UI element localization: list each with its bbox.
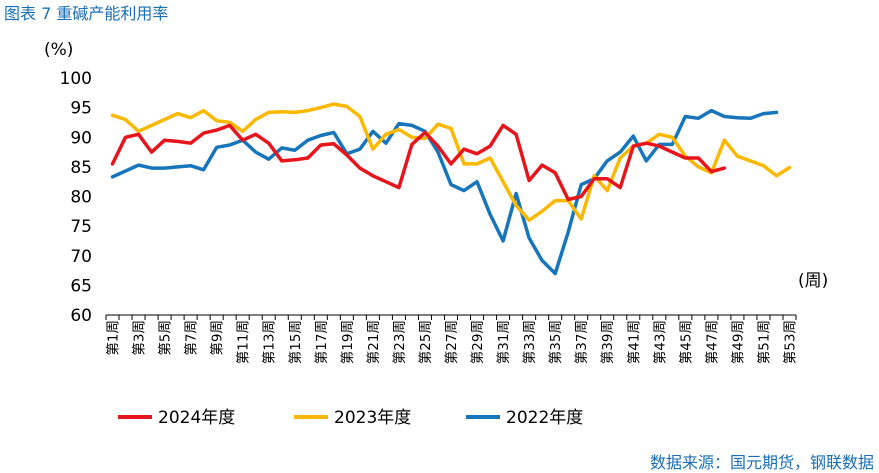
y-tick-label: 100 [60,69,92,89]
x-tick-label: 第37周 [573,320,590,364]
y-tick-label: 80 [70,188,92,208]
y-tick-label: 60 [70,306,92,326]
legend-label-2024: 2024年度 [158,408,235,428]
y-tick-label: 85 [70,158,92,178]
y-tick-label: 90 [70,128,92,148]
x-axis: 第1周 第3周 第5周 第7周 第9周 第11周 第13周 第15周 第17周 第19周 第21周第… [105,315,798,364]
x-tick-label: 第9周 [209,320,226,356]
legend-label-2022: 2022年度 [506,408,583,428]
x-tick-label: 第21周 [365,320,382,364]
x-tick-label: 第53周 [781,320,798,364]
legend-label-2023: 2023年度 [334,408,411,428]
series-line-2022年度 [110,108,779,276]
x-tick-label: 第49周 [729,320,746,364]
y-unit-label: (%) [44,40,73,60]
series-line-2023年度 [110,102,792,222]
x-unit-label: (周) [798,271,828,291]
x-tick-label: 第19周 [339,320,356,364]
x-tick-label: 第51周 [755,320,772,364]
y-tick-label: 65 [70,276,92,296]
y-tick-label: 75 [70,217,92,237]
x-tick-label: 第27周 [443,320,460,364]
x-tick-label: 第43周 [651,320,668,364]
x-tick-label: 第45周 [677,320,694,364]
x-tick-label: 第39周 [599,320,616,364]
x-tick-label: 第35周 [547,320,564,364]
series-line-2024年度 [110,123,727,202]
x-tick-label: 第47周 [703,320,720,364]
x-tick-label: 第23周 [391,320,408,364]
series-lines [110,102,792,276]
x-tick-label: 第33周 [521,320,538,364]
x-tick-label: 第15周 [287,320,304,364]
x-tick-label: 第1周 [105,320,122,356]
x-tick-label: 第25周 [417,320,434,364]
x-tick-label: 第7周 [183,320,200,356]
y-tick-label: 95 [70,99,92,119]
x-tick-label: 第11周 [235,320,252,364]
source-note: 数据来源：国元期货，钢联数据 [650,453,874,472]
y-axis: 60 65 70 75 80 85 90 95 100 [60,69,92,326]
x-tick-label: 第3周 [131,320,148,356]
x-tick-label: 第5周 [157,320,174,356]
x-tick-label: 第31周 [495,320,512,364]
x-tick-label: 第13周 [261,320,278,364]
x-tick-label: 第41周 [625,320,642,364]
x-tick-label: 第29周 [469,320,486,364]
x-tick-label: 第17周 [313,320,330,364]
figure-title: 图表 7 重碱产能利用率 [4,4,168,23]
y-tick-label: 70 [70,247,92,267]
legend: 2024年度 2023年度 2022年度 [118,408,583,428]
